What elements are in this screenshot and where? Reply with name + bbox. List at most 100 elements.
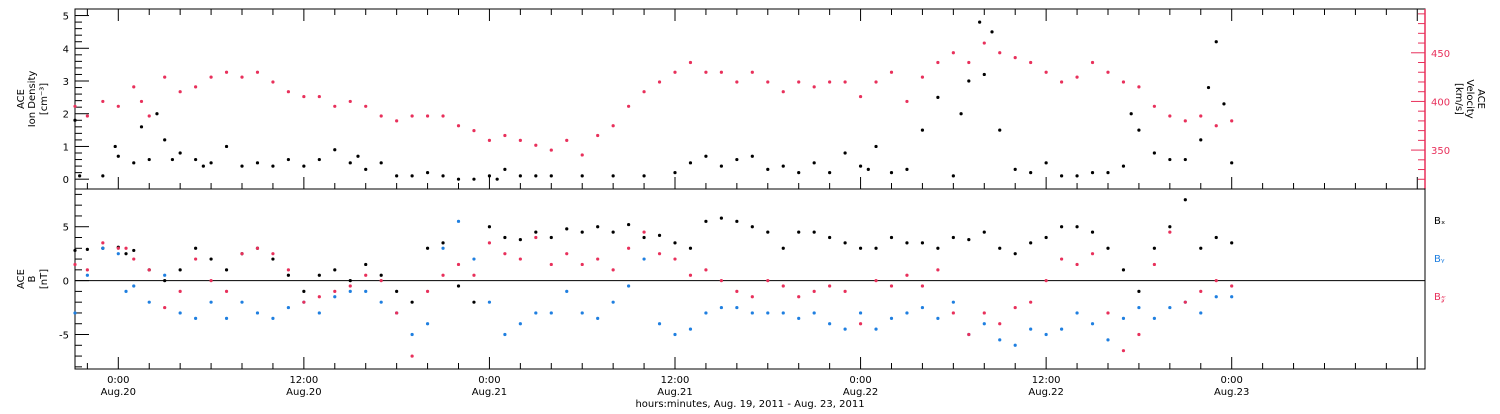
- bx-point: [642, 235, 646, 240]
- top-left-tick-label: 0: [63, 175, 69, 186]
- by-point: [487, 300, 492, 304]
- density-point: [874, 144, 878, 149]
- density-point: [240, 164, 244, 168]
- velocity-point: [1029, 60, 1033, 65]
- velocity-point: [781, 90, 785, 94]
- by-point: [750, 311, 754, 315]
- bx-point: [596, 225, 600, 229]
- bz-point: [1044, 279, 1048, 283]
- velocity-point: [797, 80, 801, 84]
- bx-point: [951, 235, 955, 240]
- density-point: [1013, 167, 1017, 171]
- density-point: [905, 167, 909, 171]
- velocity-point: [1214, 124, 1218, 128]
- bx-point: [333, 268, 337, 272]
- density-point: [1230, 161, 1234, 165]
- top-left-tick-label: 1: [63, 142, 69, 153]
- by-point: [627, 284, 631, 288]
- bx-point: [1059, 225, 1064, 229]
- by-point: [348, 289, 352, 293]
- bx-point: [1013, 252, 1017, 256]
- bx-point: [611, 230, 615, 234]
- density-point: [1044, 161, 1048, 165]
- legend-by: Bᵧ: [1434, 254, 1445, 265]
- by-point: [874, 327, 878, 331]
- density-point: [201, 164, 205, 168]
- velocity-point: [395, 119, 399, 123]
- density-point: [534, 174, 538, 178]
- velocity-point: [905, 99, 909, 104]
- velocity-point: [1075, 75, 1079, 79]
- velocity-point: [503, 133, 507, 138]
- by-point: [688, 327, 693, 331]
- by-point: [719, 305, 723, 310]
- bx-point: [379, 273, 383, 277]
- by-point: [379, 300, 383, 304]
- density-point: [73, 118, 77, 122]
- bz-point: [1029, 300, 1033, 304]
- by-point: [1029, 327, 1033, 331]
- bz-point: [1059, 257, 1064, 261]
- by-point: [178, 311, 182, 315]
- velocity-point: [73, 104, 77, 108]
- density-point: [456, 177, 461, 181]
- bx-point: [998, 246, 1002, 250]
- density-point: [1214, 40, 1218, 44]
- bz-point: [828, 284, 832, 288]
- x-tick-label-date: Aug.20: [286, 387, 321, 398]
- density-point: [78, 174, 82, 178]
- top-right-axis-title-2: Velocity: [1464, 79, 1475, 118]
- density-point: [642, 174, 646, 178]
- by-point: [905, 311, 909, 315]
- bx-point: [580, 230, 584, 234]
- by-point: [1044, 332, 1048, 337]
- bottom-data-points: [73, 198, 1234, 358]
- bx-point: [487, 225, 492, 229]
- density-point: [959, 112, 963, 116]
- bx-point: [286, 273, 291, 277]
- velocity-point: [1230, 119, 1234, 123]
- by-point: [1214, 295, 1218, 299]
- by-point: [735, 305, 739, 310]
- x-tick-label-time: 0:00: [107, 375, 129, 386]
- top-left-tick-label: 4: [63, 44, 69, 55]
- density-point: [828, 171, 832, 175]
- by-point: [425, 322, 430, 326]
- density-point: [719, 164, 723, 168]
- bz-point: [348, 284, 352, 288]
- by-point: [673, 332, 677, 337]
- by-point: [704, 311, 708, 315]
- bx-point: [843, 241, 847, 245]
- density-point: [1206, 85, 1211, 90]
- velocity-point: [1121, 80, 1126, 84]
- density-point: [1075, 174, 1079, 178]
- velocity-point: [1168, 114, 1172, 118]
- bz-point: [812, 289, 816, 293]
- density-point: [704, 154, 708, 158]
- density-point: [286, 157, 291, 162]
- bz-point: [425, 289, 430, 293]
- bz-point: [333, 289, 337, 293]
- bz-point: [456, 262, 461, 267]
- velocity-point: [766, 80, 770, 84]
- bz-point: [1152, 262, 1156, 267]
- legend-bx: Bₓ: [1434, 216, 1445, 227]
- velocity-point: [317, 94, 321, 99]
- top-left-tick-label: 3: [63, 77, 69, 88]
- density-point: [472, 177, 476, 181]
- bz-point: [998, 322, 1002, 326]
- bz-point: [936, 268, 940, 272]
- bottom-left-tick-label: -5: [59, 331, 69, 342]
- density-point: [936, 95, 940, 99]
- bx-point: [456, 284, 461, 288]
- top-left-tick-label: 5: [63, 12, 69, 23]
- bz-point: [534, 235, 538, 240]
- by-point: [456, 219, 461, 223]
- density-point: [766, 167, 770, 171]
- bx-point: [503, 235, 507, 240]
- by-point: [812, 311, 816, 315]
- bz-point: [271, 252, 275, 256]
- bx-point: [920, 241, 925, 245]
- density-point: [967, 79, 971, 83]
